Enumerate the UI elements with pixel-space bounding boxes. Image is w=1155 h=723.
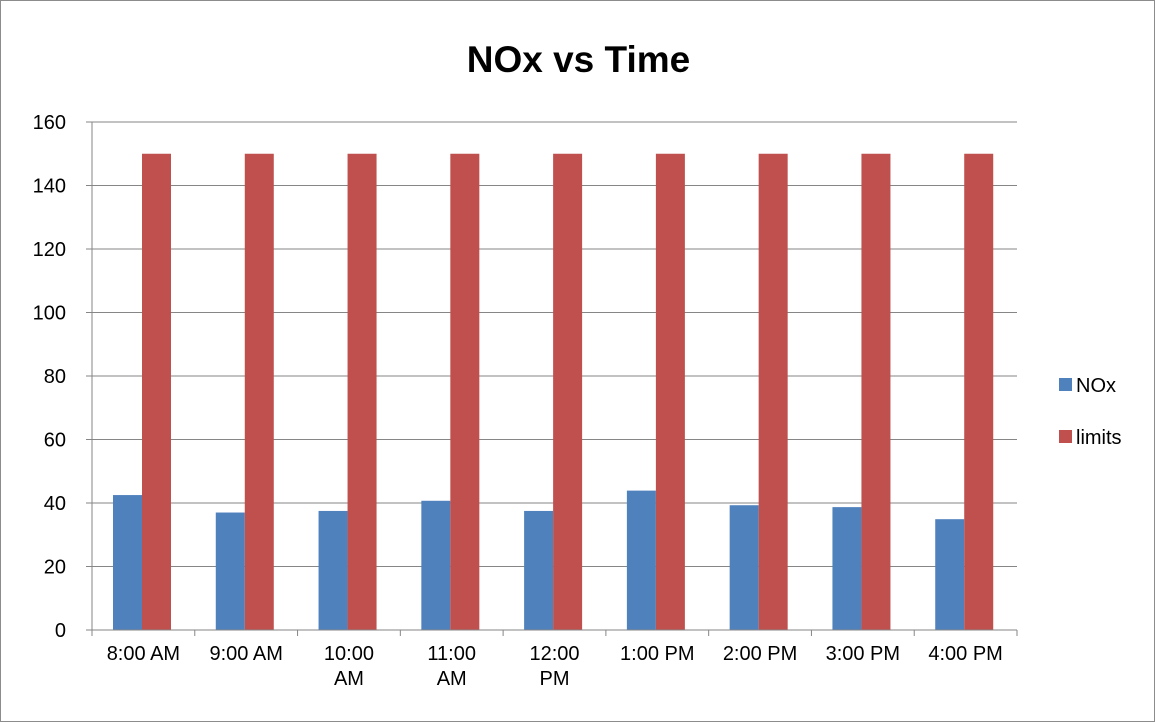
bar-nox	[935, 519, 965, 630]
bar-limits	[244, 153, 274, 630]
bar-nox	[729, 505, 759, 630]
legend-label-limits: limits	[1076, 427, 1122, 449]
legend-swatch-limits	[1059, 430, 1072, 443]
x-tick-label: 12:00	[529, 643, 579, 665]
x-tick-label: 3:00 PM	[826, 643, 900, 665]
bar-nox	[832, 507, 862, 630]
x-tick-label: PM	[540, 668, 570, 690]
x-tick-label: 8:00 AM	[107, 643, 180, 665]
bar-limits	[758, 153, 788, 630]
chart-title: NOx vs Time	[466, 39, 691, 80]
y-tick-label: 120	[33, 239, 66, 261]
bar-limits	[450, 153, 480, 630]
y-tick-label: 40	[44, 493, 66, 515]
x-tick-label: AM	[334, 668, 364, 690]
bar-limits	[964, 153, 994, 630]
x-tick-label: 4:00 PM	[928, 643, 1002, 665]
bar-nox	[626, 490, 656, 630]
bars	[113, 153, 994, 630]
y-tick-label: 100	[33, 303, 66, 325]
y-tick-label: 20	[44, 557, 66, 579]
bar-limits	[861, 153, 891, 630]
bar-nox	[524, 510, 554, 630]
bar-nox	[215, 512, 245, 630]
bar-nox	[318, 510, 348, 630]
y-tick-label: 160	[33, 112, 66, 134]
y-tick-label: 140	[33, 176, 66, 198]
bar-limits	[142, 153, 171, 630]
bar-limits	[553, 153, 583, 630]
axes	[86, 121, 1018, 636]
legend-label-nox: NOx	[1076, 375, 1116, 397]
y-tick-label: 60	[44, 430, 66, 452]
y-tick-label: 0	[55, 620, 66, 642]
x-tick-label: 2:00 PM	[723, 643, 797, 665]
legend-swatch-nox	[1059, 378, 1072, 391]
bar-nox	[421, 500, 451, 630]
x-tick-label: AM	[437, 668, 467, 690]
x-tick-label: 9:00 AM	[209, 643, 282, 665]
tick-labels: 0 20 40 60 80 100 120 140 160 8:00 AM 9:00 AM 10:00…	[33, 112, 1003, 690]
bar-limits	[655, 153, 685, 630]
x-tick-label: 10:00	[324, 643, 374, 665]
y-tick-label: 80	[44, 366, 66, 388]
x-tick-label: 1:00 PM	[620, 643, 694, 665]
x-tick-label: 11:00	[427, 643, 476, 665]
bar-nox	[113, 495, 142, 630]
bar-limits	[347, 153, 377, 630]
legend: NOx limits	[1059, 375, 1122, 449]
